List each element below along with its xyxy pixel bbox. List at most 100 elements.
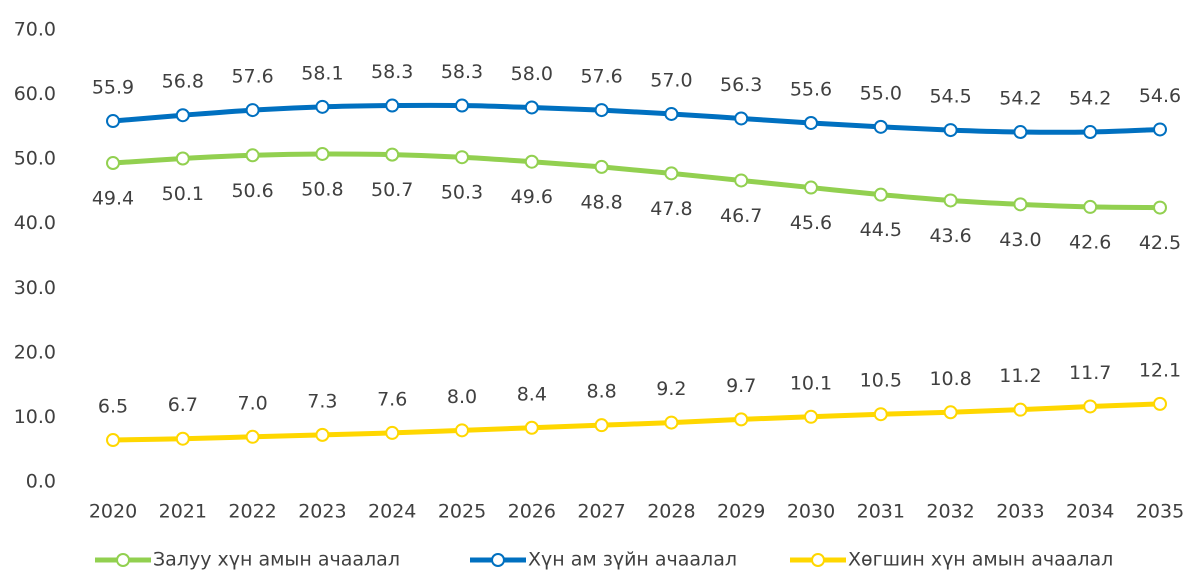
data-label: 57.0 (650, 69, 692, 91)
data-label: 9.7 (726, 375, 756, 397)
point (455, 98, 469, 113)
point (524, 420, 539, 435)
point (664, 106, 679, 121)
point (1083, 399, 1098, 414)
legend-label: Хүн ам зүйн ачаалал (528, 549, 737, 571)
data-label: 12.1 (1139, 359, 1181, 381)
point (1013, 197, 1028, 212)
data-label: 11.2 (999, 365, 1041, 387)
data-label: 11.7 (1069, 362, 1111, 384)
data-label: 8.0 (447, 386, 477, 408)
y-tick-label: 30.0 (14, 277, 56, 299)
point (873, 119, 888, 134)
data-label: 46.7 (720, 205, 762, 227)
legend-marker (811, 553, 825, 567)
x-tick-label: 2035 (1136, 501, 1184, 523)
data-label: 50.6 (231, 180, 273, 202)
data-label: 6.7 (168, 394, 198, 416)
data-label: 42.5 (1139, 232, 1181, 254)
data-label: 8.4 (517, 383, 547, 405)
data-label: 54.2 (999, 88, 1041, 110)
point (385, 147, 400, 162)
y-tick-label: 50.0 (14, 148, 56, 170)
legend-marker (491, 553, 505, 567)
data-label: 45.6 (790, 212, 832, 234)
data-label: 56.3 (720, 74, 762, 96)
point (1013, 402, 1028, 417)
point (175, 108, 190, 123)
data-label: 54.6 (1139, 85, 1181, 107)
point (315, 427, 330, 442)
data-label: 6.5 (98, 396, 128, 418)
point (315, 146, 330, 161)
point (594, 418, 609, 433)
data-label: 8.8 (586, 381, 616, 403)
point (873, 187, 888, 202)
x-tick-label: 2021 (159, 501, 207, 523)
point (1153, 396, 1167, 411)
point (943, 193, 958, 208)
data-label: 55.0 (860, 82, 902, 104)
data-label: 7.6 (377, 388, 407, 410)
x-tick-label: 2025 (438, 501, 486, 523)
legend-label: Хөгшин хүн амын ачаалал (848, 549, 1113, 571)
x-tick-label: 2023 (298, 501, 346, 523)
data-label: 10.1 (790, 372, 832, 394)
data-label: 55.6 (790, 78, 832, 100)
legend-label: Залуу хүн амын ачаалал (153, 549, 400, 571)
point (455, 423, 469, 438)
data-label: 10.5 (860, 370, 902, 392)
point (1013, 125, 1028, 140)
series-line (112, 102, 1161, 135)
point (245, 148, 260, 163)
point (594, 103, 609, 118)
data-label: 43.6 (929, 225, 971, 247)
series-line (112, 151, 1161, 211)
point (804, 409, 818, 424)
y-tick-label: 60.0 (14, 83, 56, 105)
y-tick-label: 10.0 (14, 406, 56, 428)
data-label: 47.8 (650, 198, 692, 220)
point (106, 114, 120, 129)
series-line (112, 401, 1161, 443)
point (524, 100, 539, 115)
data-label: 58.3 (441, 61, 483, 83)
point (524, 154, 539, 169)
point (804, 180, 818, 195)
point (1153, 200, 1167, 215)
data-label: 58.3 (371, 61, 413, 83)
x-tick-label: 2030 (787, 501, 835, 523)
x-tick-label: 2027 (577, 501, 625, 523)
point (664, 166, 679, 181)
point (385, 425, 400, 440)
y-tick-label: 20.0 (14, 341, 56, 363)
point (664, 415, 679, 430)
point (106, 433, 120, 448)
point (175, 431, 190, 446)
point (873, 407, 888, 422)
x-tick-label: 2028 (647, 501, 695, 523)
x-tick-label: 2020 (89, 501, 137, 523)
y-tick-label: 40.0 (14, 212, 56, 234)
data-label: 50.3 (441, 182, 483, 204)
point (804, 115, 818, 130)
data-label: 49.4 (92, 188, 134, 210)
data-label: 43.0 (999, 229, 1041, 251)
point (734, 412, 749, 427)
x-tick-label: 2029 (717, 501, 765, 523)
point (1083, 199, 1098, 214)
data-label: 9.2 (656, 378, 686, 400)
data-label: 58.1 (301, 62, 343, 84)
data-label: 50.1 (162, 183, 204, 205)
point (734, 111, 749, 126)
x-tick-label: 2024 (368, 501, 416, 523)
point (385, 98, 400, 113)
data-label: 10.8 (929, 368, 971, 390)
data-label: 50.8 (301, 178, 343, 200)
point (245, 429, 260, 444)
data-label: 57.6 (231, 66, 273, 88)
legend-marker (116, 553, 130, 567)
data-label: 58.0 (511, 63, 553, 85)
point (943, 405, 958, 420)
